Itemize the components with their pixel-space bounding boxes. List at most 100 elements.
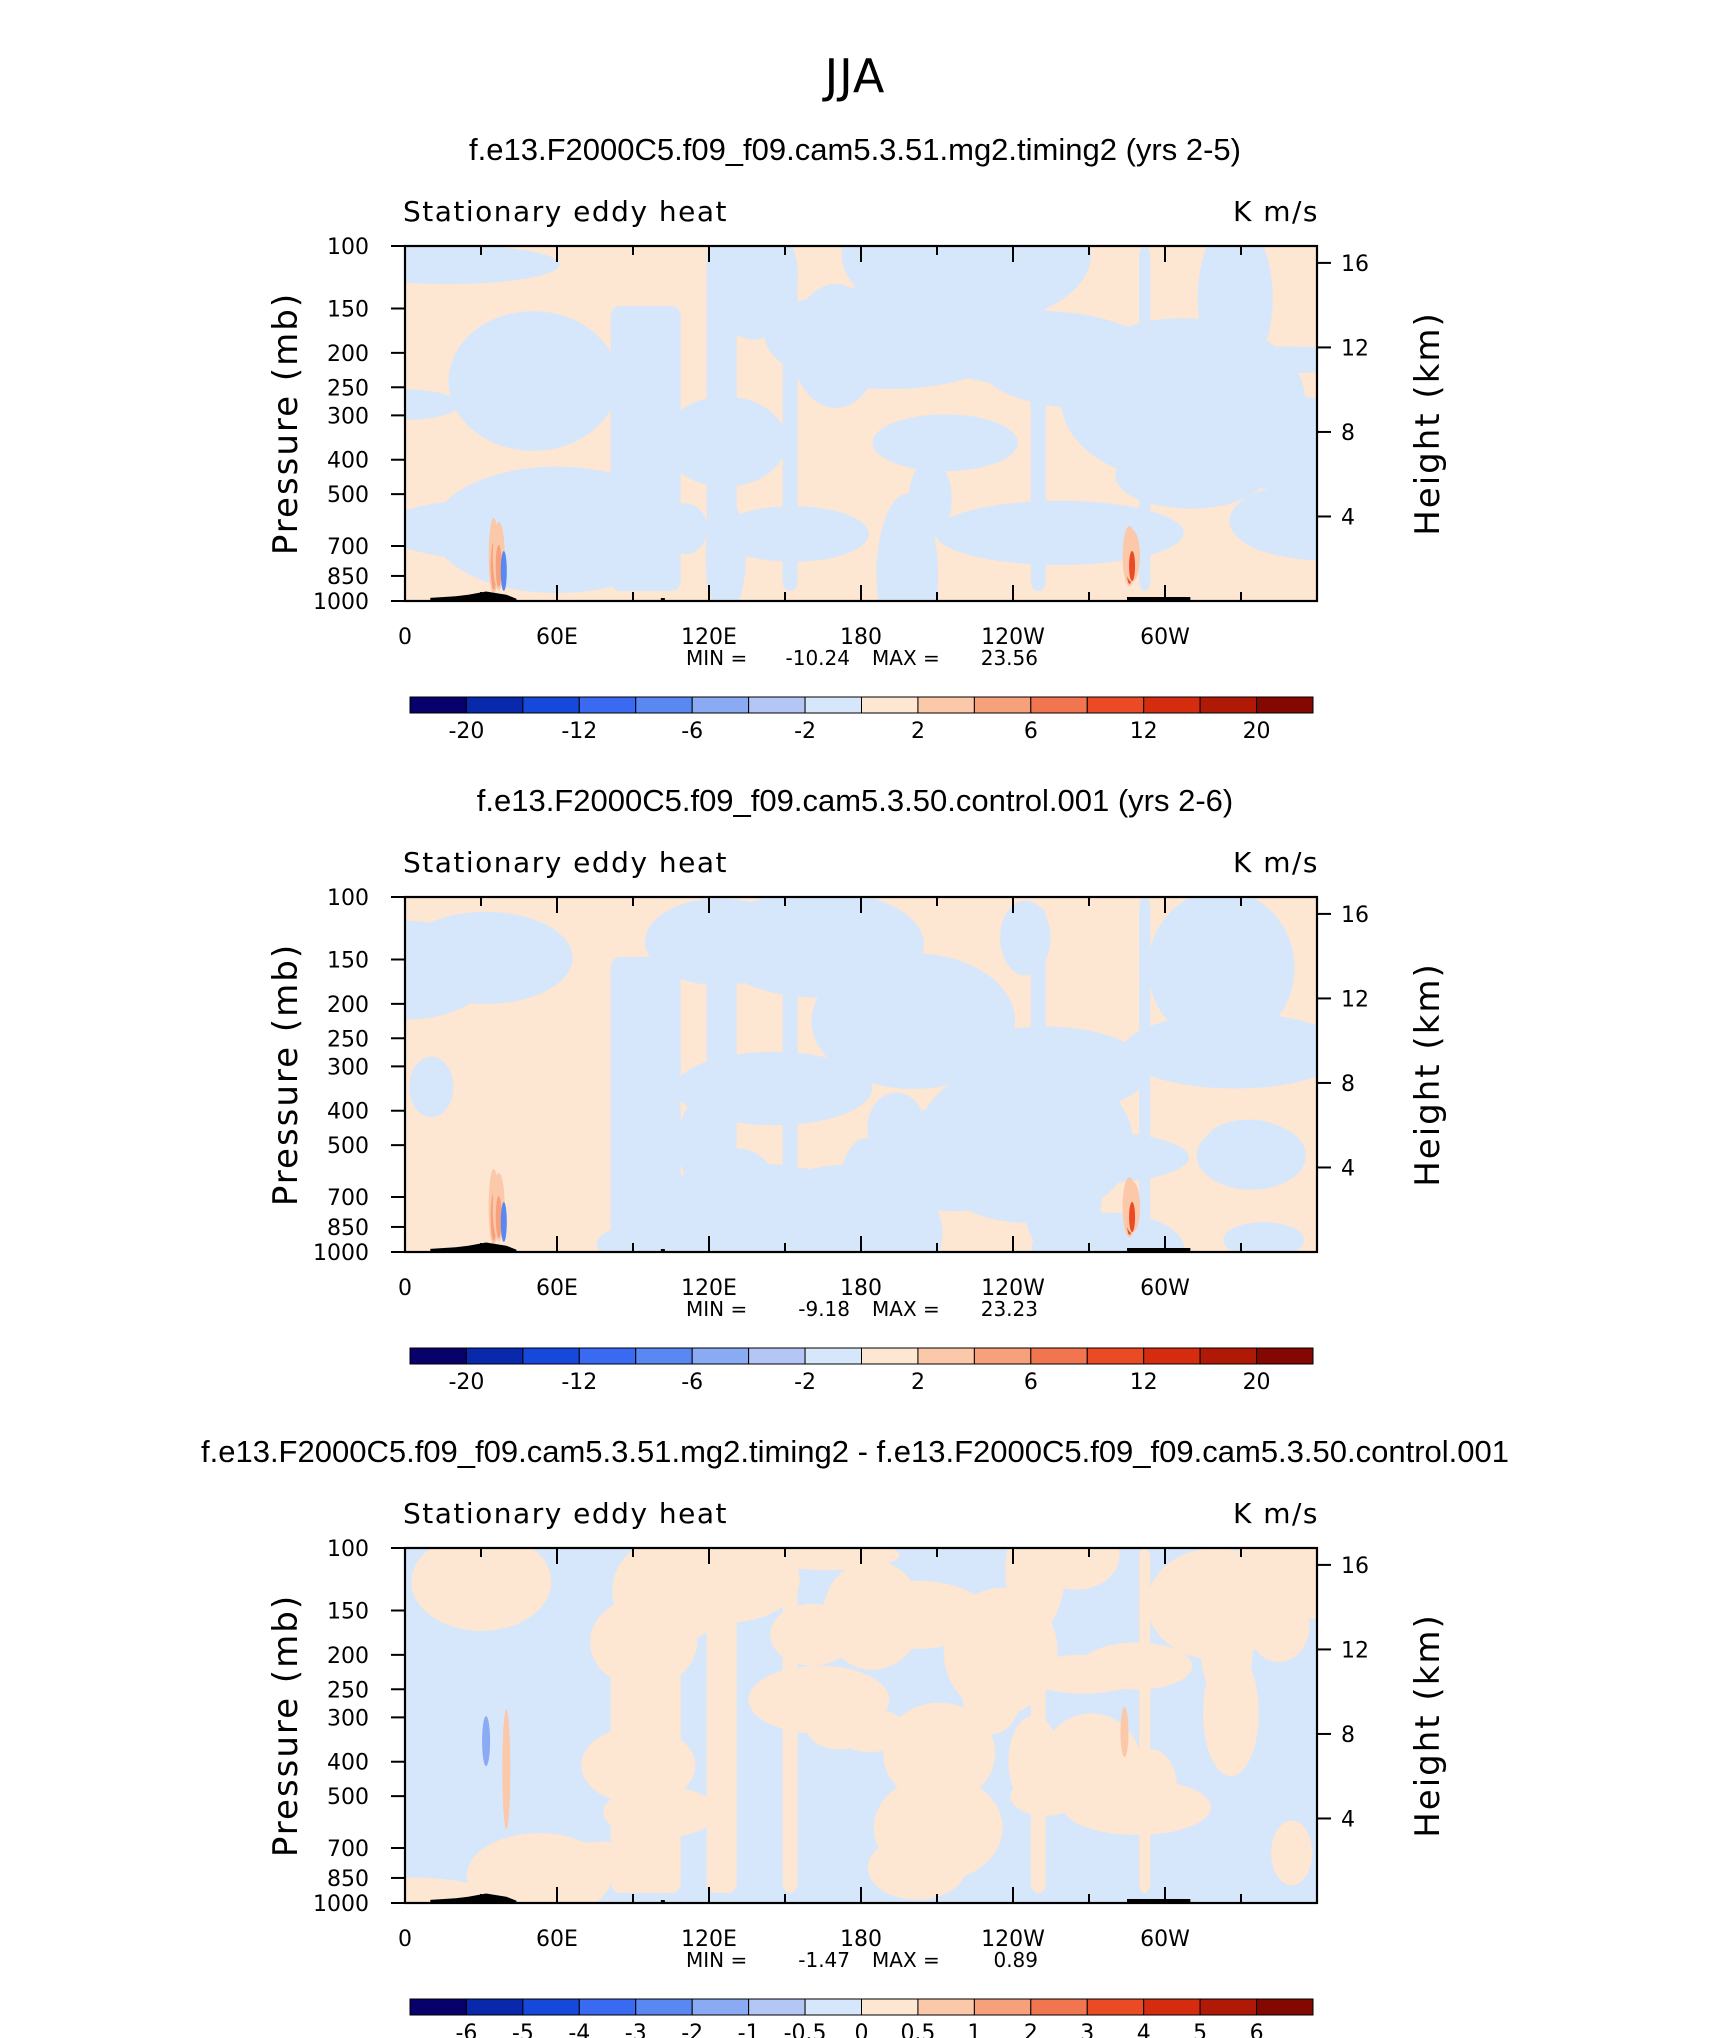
min-value: -1.47: [798, 1948, 850, 1972]
y-tick-label: 200: [327, 993, 369, 1018]
colorbar-label: 6: [1024, 719, 1038, 744]
field-patch: [1040, 1713, 1142, 1819]
colorbar-label: -12: [561, 1370, 597, 1395]
x-tick-label: 120W: [981, 625, 1045, 650]
colorbar-swatch: [1030, 1347, 1088, 1365]
colorbar-label: -2: [794, 1370, 816, 1395]
x-tick-label: 180: [840, 625, 882, 650]
max-value: 23.56: [981, 646, 1038, 670]
y-tick-label: 500: [327, 483, 369, 508]
field-patch: [861, 1107, 1047, 1212]
colorbar-swatch: [917, 1347, 975, 1365]
contour-field: [405, 1548, 1317, 1903]
left-string: Stationary eddy heat: [403, 195, 728, 228]
colorbar-swatch: [409, 1347, 467, 1365]
colorbar-label: -4: [568, 2021, 590, 2038]
max-label: MAX =: [872, 646, 940, 670]
topography: [430, 1893, 517, 1903]
min-label: MIN =: [686, 646, 747, 670]
y-tick-label: 1000: [313, 1892, 369, 1917]
x-tick-label: 120E: [681, 1276, 737, 1301]
colorbar-label: 3: [1080, 2021, 1094, 2038]
negative-minimum: [500, 551, 507, 591]
x-tick-label: 60E: [536, 625, 578, 650]
min-value: -9.18: [798, 1297, 850, 1321]
colorbar-swatch: [522, 1347, 580, 1365]
colorbar-swatch: [1199, 696, 1258, 714]
x-tick-label: 0: [398, 1927, 412, 1952]
y-tick-label: 1000: [313, 1241, 369, 1266]
x-tick-label: 120E: [681, 625, 737, 650]
x-tick-label: 60E: [536, 1927, 578, 1952]
colorbar-swatch: [409, 696, 467, 714]
colorbar-swatch: [917, 1998, 975, 2016]
y-tick-label: 250: [327, 376, 369, 401]
y-tick-label: 150: [327, 1600, 369, 1625]
field-patch: [981, 324, 1211, 410]
x-tick-label: 180: [840, 1276, 882, 1301]
colorbar-swatch: [917, 696, 975, 714]
x-tick-label: 60W: [1140, 625, 1190, 650]
figure-title: JJA: [822, 49, 886, 103]
y-tick-label: 700: [327, 1837, 369, 1862]
colorbar-swatch: [861, 696, 919, 714]
y-axis-title: Pressure (mb): [266, 1594, 306, 1857]
y-tick-label: 850: [327, 1216, 369, 1241]
colorbar-swatch: [578, 696, 637, 714]
field-patch: [1130, 389, 1283, 446]
x-tick-label: 0: [398, 625, 412, 650]
colorbar-label: 2: [911, 719, 925, 744]
field-patch: [883, 1702, 996, 1804]
colorbar-label: -2: [794, 719, 816, 744]
colorbar-label: 20: [1243, 719, 1271, 744]
colorbar-label: -6: [681, 1370, 703, 1395]
colorbar-swatch: [748, 1347, 806, 1365]
x-tick-label: 60W: [1140, 1276, 1190, 1301]
field-patch: [405, 1877, 481, 1903]
y-right-tick-label: 16: [1341, 252, 1369, 277]
field-streak: [1139, 1548, 1151, 1893]
x-tick-label: 0: [398, 1276, 412, 1301]
field-patch: [405, 389, 460, 420]
colorbar-swatch: [804, 696, 862, 714]
field-streak: [1030, 907, 1046, 1242]
colorbar-swatch: [861, 1998, 919, 2016]
units-string: K m/s: [1233, 195, 1319, 228]
colorbar-swatch: [1143, 1347, 1201, 1365]
colorbar-label: 12: [1130, 1370, 1158, 1395]
field-patch: [462, 328, 541, 433]
colorbar-swatch: [465, 696, 524, 714]
positive-maximum-inner: [1129, 551, 1136, 581]
colorbar-swatch: [1030, 696, 1088, 714]
colorbar-swatch: [1199, 1998, 1258, 2016]
field-streak: [706, 246, 737, 591]
colorbar-swatch: [1256, 1347, 1314, 1365]
y-right-tick-label: 4: [1341, 505, 1355, 530]
field-streak: [610, 1608, 681, 1893]
left-string: Stationary eddy heat: [403, 1497, 728, 1530]
colorbar-swatch: [748, 1998, 806, 2016]
y-right-tick-label: 8: [1341, 421, 1355, 446]
colorbar-label: -0.5: [784, 2021, 827, 2038]
colorbar-swatch: [1086, 696, 1145, 714]
y-tick-label: 400: [327, 449, 369, 474]
y-tick-label: 100: [327, 1537, 369, 1562]
field-streak: [610, 306, 681, 591]
x-tick-label: 120W: [981, 1927, 1045, 1952]
field-streak: [706, 897, 737, 1242]
colorbar-swatch: [1143, 696, 1201, 714]
topography: [660, 1900, 665, 1903]
colorbar-swatch: [973, 1998, 1032, 2016]
max-label: MAX =: [872, 1948, 940, 1972]
y-right-tick-label: 16: [1341, 1554, 1369, 1579]
x-tick-label: 120E: [681, 1927, 737, 1952]
colorbar-label: -12: [561, 719, 597, 744]
left-string: Stationary eddy heat: [403, 846, 728, 879]
y-right-tick-label: 4: [1341, 1807, 1355, 1832]
contour-field: [405, 246, 1317, 601]
colorbar-swatch: [691, 1998, 750, 2016]
field-patch: [409, 1056, 454, 1118]
field-patch: [833, 1708, 906, 1753]
topography: [660, 598, 665, 601]
topography: [430, 1242, 517, 1252]
